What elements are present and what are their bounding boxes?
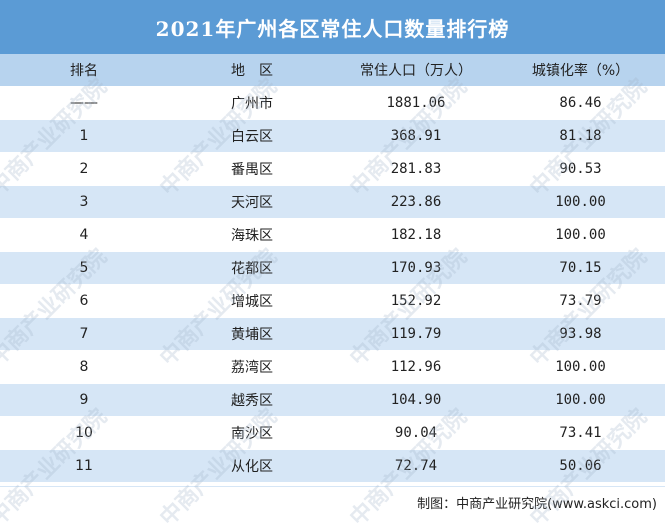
rank-cell: 8: [0, 350, 168, 384]
column-header-area: 地 区: [168, 54, 336, 87]
area-cell: 荔湾区: [168, 350, 336, 384]
area-cell: 花都区: [168, 251, 336, 285]
urbanization-cell: 100.00: [496, 185, 665, 219]
table-row: 9 越秀区 104.90 100.00: [0, 383, 665, 417]
population-cell: 152.92: [336, 284, 496, 318]
table-row: —— 广州市 1881.06 86.46: [0, 86, 665, 120]
urbanization-cell: 70.15: [496, 251, 665, 285]
ranking-table: 排名 地 区 常住人口（万人） 城镇化率（%） —— 广州市 1881.06 86.4…: [0, 54, 665, 483]
area-cell: 天河区: [168, 185, 336, 219]
population-cell: 104.90: [336, 383, 496, 417]
table-row: 11 从化区 72.74 50.06: [0, 449, 665, 483]
area-cell: 越秀区: [168, 383, 336, 417]
column-header-population: 常住人口（万人）: [336, 54, 496, 87]
rank-cell: ——: [0, 86, 168, 120]
area-cell: 番禺区: [168, 152, 336, 186]
source-text: 制图：中商产业研究院(www.askci.com): [417, 497, 657, 512]
area-cell: 从化区: [168, 449, 336, 483]
rank-cell: 10: [0, 416, 168, 450]
population-cell: 90.04: [336, 416, 496, 450]
rank-cell: 11: [0, 449, 168, 483]
table-row: 1 白云区 368.91 81.18: [0, 119, 665, 153]
page-title: 2021年广州各区常住人口数量排行榜: [0, 0, 665, 54]
urbanization-cell: 81.18: [496, 119, 665, 153]
population-cell: 223.86: [336, 185, 496, 219]
area-cell: 增城区: [168, 284, 336, 318]
area-cell: 广州市: [168, 86, 336, 120]
urbanization-cell: 50.06: [496, 449, 665, 483]
urbanization-cell: 100.00: [496, 383, 665, 417]
column-header-urbanization: 城镇化率（%）: [496, 54, 665, 87]
table-row: 8 荔湾区 112.96 100.00: [0, 350, 665, 384]
table-row: 4 海珠区 182.18 100.00: [0, 218, 665, 252]
population-cell: 182.18: [336, 218, 496, 252]
urbanization-cell: 100.00: [496, 218, 665, 252]
rank-cell: 5: [0, 251, 168, 285]
column-header-rank: 排名: [0, 54, 168, 87]
area-cell: 白云区: [168, 119, 336, 153]
urbanization-cell: 90.53: [496, 152, 665, 186]
rank-cell: 1: [0, 119, 168, 153]
source-footer: 制图：中商产业研究院(www.askci.com): [0, 486, 665, 517]
population-cell: 1881.06: [336, 86, 496, 120]
population-cell: 112.96: [336, 350, 496, 384]
rank-cell: 9: [0, 383, 168, 417]
population-cell: 170.93: [336, 251, 496, 285]
population-cell: 281.83: [336, 152, 496, 186]
urbanization-cell: 93.98: [496, 317, 665, 351]
rank-cell: 7: [0, 317, 168, 351]
table-row: 2 番禺区 281.83 90.53: [0, 152, 665, 186]
table-row: 6 增城区 152.92 73.79: [0, 284, 665, 318]
rank-cell: 6: [0, 284, 168, 318]
rank-cell: 4: [0, 218, 168, 252]
urbanization-cell: 73.41: [496, 416, 665, 450]
population-cell: 368.91: [336, 119, 496, 153]
table-row: 10 南沙区 90.04 73.41: [0, 416, 665, 450]
area-cell: 黄埔区: [168, 317, 336, 351]
table-header-row: 排名 地 区 常住人口（万人） 城镇化率（%）: [0, 54, 665, 87]
urbanization-cell: 100.00: [496, 350, 665, 384]
table-row: 3 天河区 223.86 100.00: [0, 185, 665, 219]
area-cell: 南沙区: [168, 416, 336, 450]
rank-cell: 2: [0, 152, 168, 186]
urbanization-cell: 73.79: [496, 284, 665, 318]
area-cell: 海珠区: [168, 218, 336, 252]
population-cell: 119.79: [336, 317, 496, 351]
rank-cell: 3: [0, 185, 168, 219]
table-row: 5 花都区 170.93 70.15: [0, 251, 665, 285]
population-cell: 72.74: [336, 449, 496, 483]
urbanization-cell: 86.46: [496, 86, 665, 120]
table-row: 7 黄埔区 119.79 93.98: [0, 317, 665, 351]
